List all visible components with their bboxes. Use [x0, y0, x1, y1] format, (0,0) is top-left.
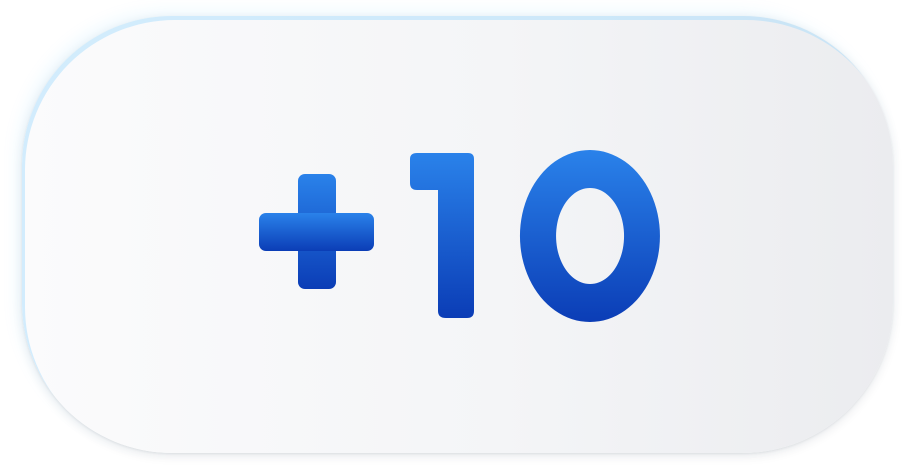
digit-one — [410, 153, 474, 318]
score-badge[interactable]: +10 — [22, 16, 893, 453]
score-glyphs — [259, 150, 660, 322]
plus-sign-icon — [259, 174, 374, 289]
digit-zero — [519, 150, 660, 322]
